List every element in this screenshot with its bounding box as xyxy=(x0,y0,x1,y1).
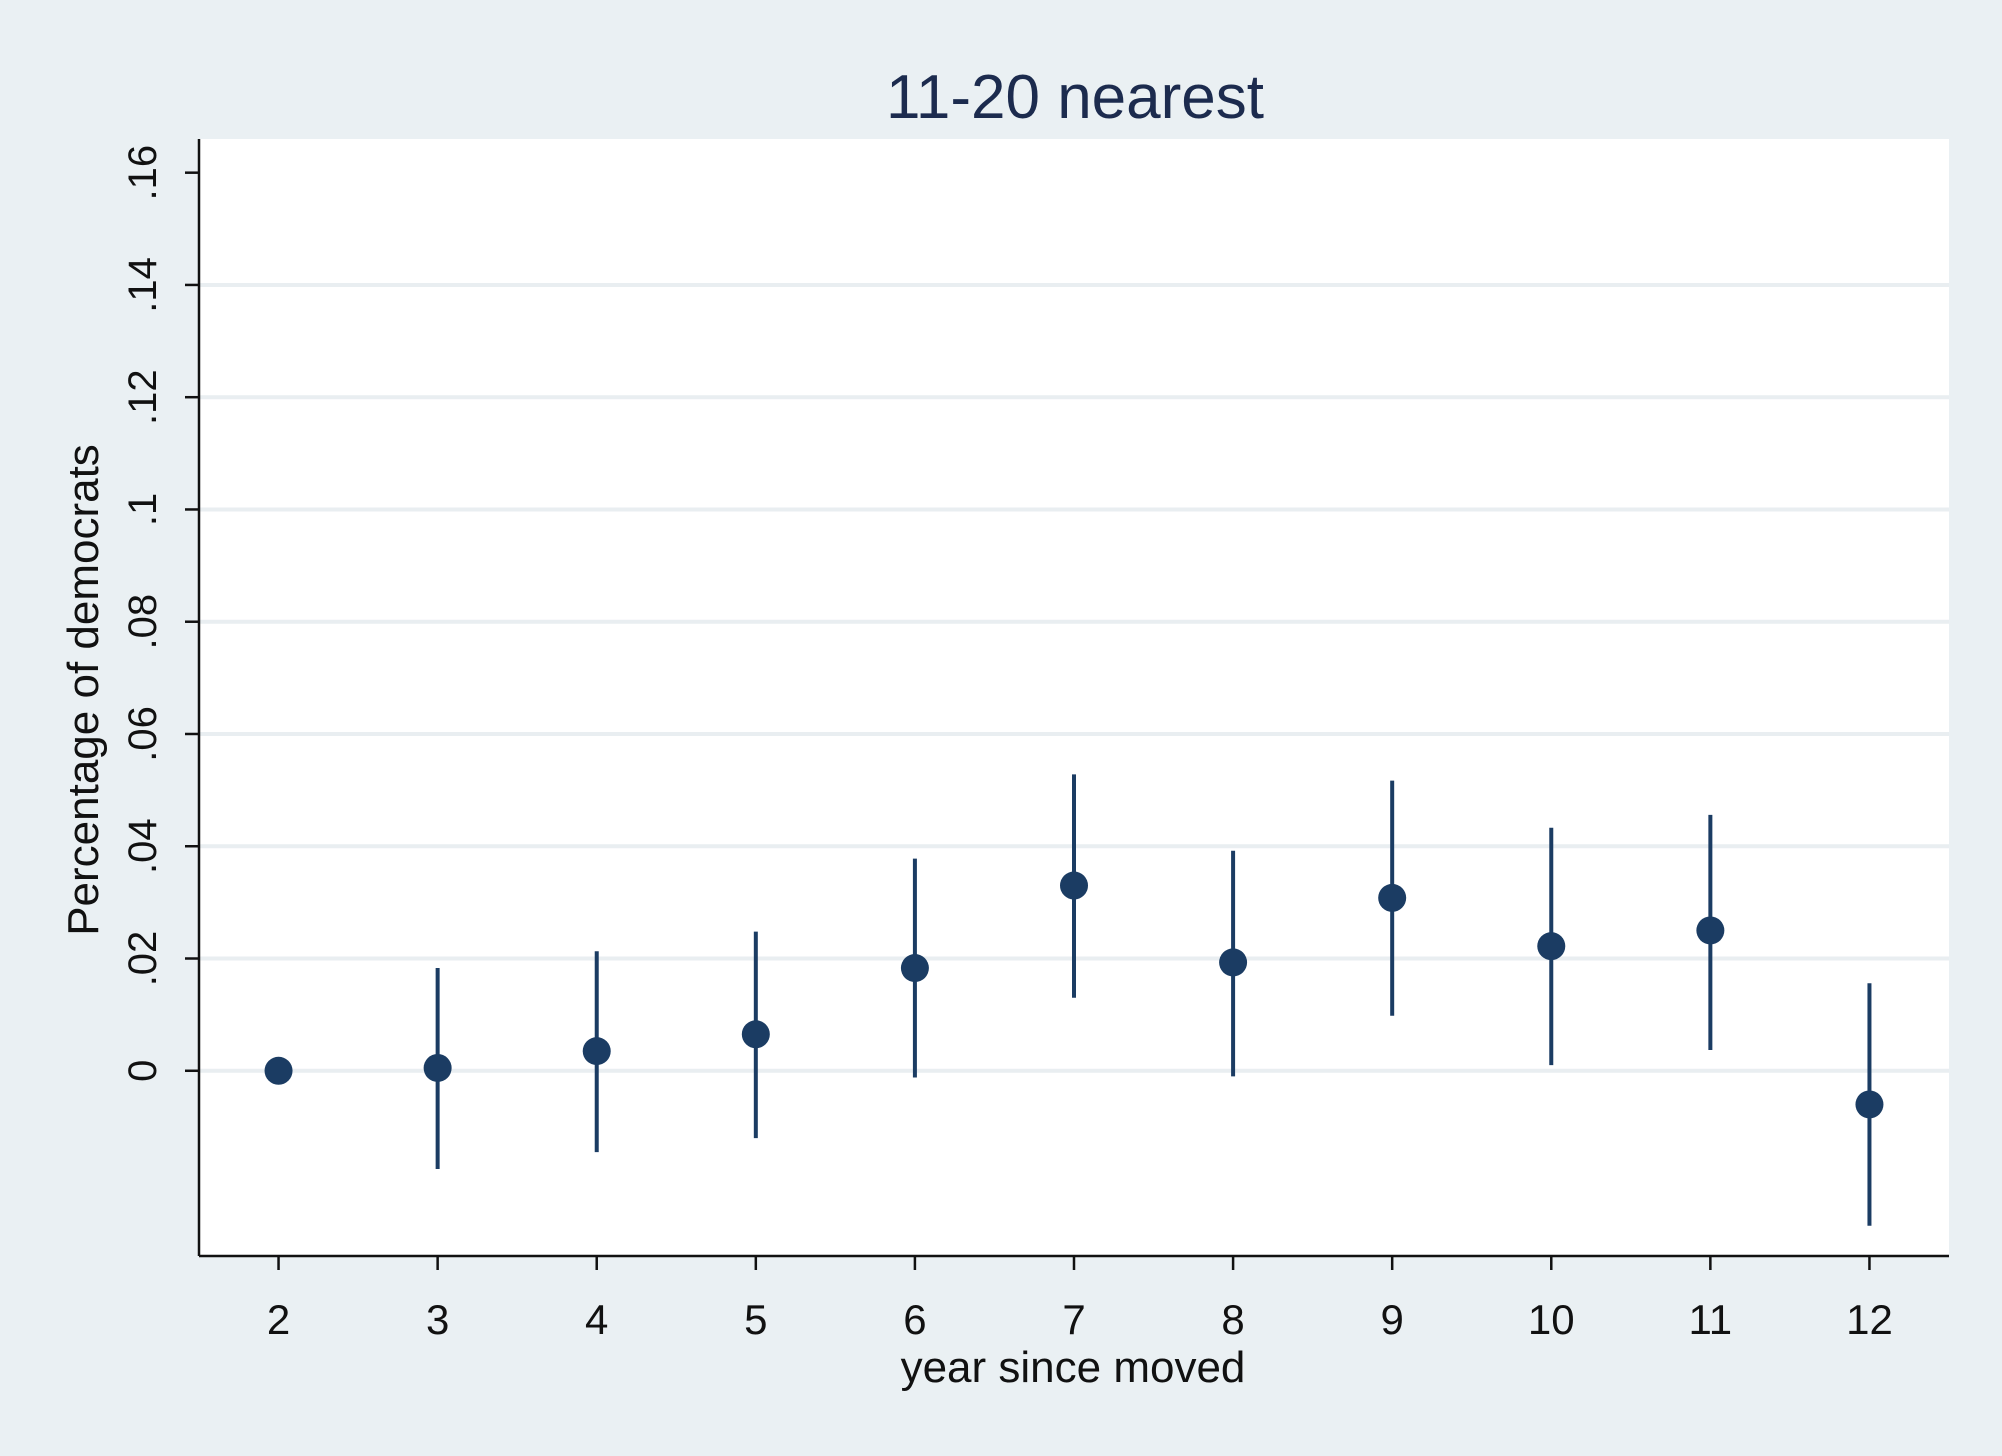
data-point xyxy=(264,1056,293,1085)
data-point xyxy=(741,1020,770,1049)
plot-area xyxy=(199,139,1949,1256)
y-tick-label: .02 xyxy=(121,931,165,987)
y-tick-label: .1 xyxy=(121,493,165,526)
x-tick-label: 9 xyxy=(1381,1296,1404,1343)
y-tick-label: .16 xyxy=(121,145,165,201)
x-tick-label: 10 xyxy=(1528,1296,1575,1343)
x-tick-label: 3 xyxy=(426,1296,449,1343)
chart-title: 11-20 nearest xyxy=(886,63,1264,132)
x-tick-label: 7 xyxy=(1062,1296,1085,1343)
y-axis-label: Percentage of democrats xyxy=(59,444,108,936)
ticks: 0 .02 .04 .06 .08 .1 .12 .14 .16 2 3 4 5 6 7 8 9 10 11 12 xyxy=(121,145,1893,1343)
x-tick-label: 11 xyxy=(1689,1296,1733,1343)
x-tick-label: 2 xyxy=(267,1296,290,1343)
x-tick-label: 6 xyxy=(903,1296,926,1343)
y-tick-label: .06 xyxy=(121,706,165,762)
data-point xyxy=(1696,916,1725,945)
data-point xyxy=(1060,871,1088,900)
x-tick-label: 12 xyxy=(1846,1296,1893,1343)
data-point xyxy=(900,954,929,983)
y-tick-label: .04 xyxy=(121,818,165,874)
data-marks xyxy=(264,774,1884,1226)
data-point xyxy=(1378,883,1407,912)
data-point xyxy=(1219,948,1248,977)
data-point xyxy=(582,1037,611,1066)
y-tick-label: 0 xyxy=(121,1060,165,1082)
data-point xyxy=(423,1053,452,1082)
data-point xyxy=(1537,932,1566,961)
x-tick-label: 8 xyxy=(1221,1296,1244,1343)
y-tick-label: .14 xyxy=(121,257,165,313)
data-point xyxy=(1855,1090,1884,1119)
x-tick-label: 4 xyxy=(585,1296,608,1343)
y-tick-label: .12 xyxy=(121,369,165,425)
x-axis-label: year since moved xyxy=(901,1343,1246,1392)
y-tick-label: .08 xyxy=(121,594,165,650)
x-tick-label: 5 xyxy=(744,1296,767,1343)
